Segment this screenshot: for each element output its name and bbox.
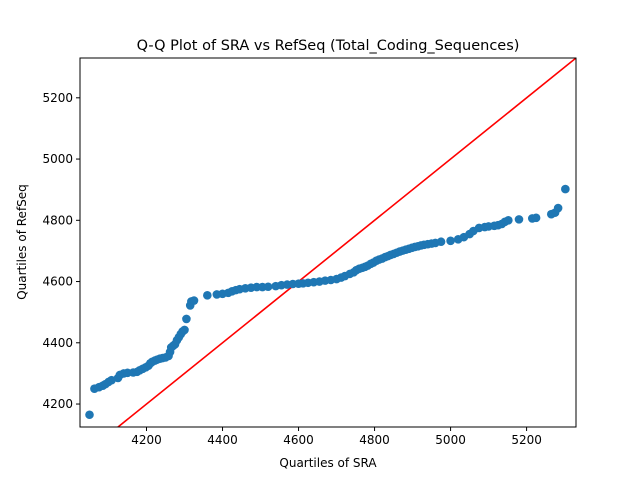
x-tick-label: 4800 bbox=[359, 433, 390, 447]
data-point bbox=[263, 282, 273, 292]
y-tick-label: 4600 bbox=[42, 275, 73, 289]
y-tick-label: 4200 bbox=[42, 397, 73, 411]
plot-frame bbox=[79, 57, 577, 428]
data-point bbox=[553, 203, 563, 213]
data-point bbox=[85, 410, 94, 420]
data-point bbox=[531, 213, 541, 223]
y-axis-label: Quartiles of RefSeq bbox=[15, 184, 29, 300]
data-point bbox=[107, 375, 116, 385]
data-point bbox=[504, 215, 513, 225]
y-tick-label: 5200 bbox=[42, 91, 73, 105]
x-tick-label: 5000 bbox=[435, 433, 466, 447]
data-point bbox=[203, 291, 212, 300]
x-tick-label: 5200 bbox=[511, 433, 542, 447]
data-point bbox=[446, 236, 455, 246]
reference-line bbox=[116, 58, 576, 427]
data-point bbox=[561, 184, 570, 194]
y-tick-label: 4400 bbox=[42, 336, 73, 350]
x-axis-label: Quartiles of SRA bbox=[279, 456, 377, 470]
y-tick-label: 5000 bbox=[42, 152, 73, 166]
data-point bbox=[436, 237, 446, 247]
x-tick-label: 4400 bbox=[207, 433, 238, 447]
data-point bbox=[189, 296, 199, 305]
y-tick-label: 4800 bbox=[42, 213, 73, 227]
data-point bbox=[182, 314, 191, 324]
y-axis-ticks: 4200 4400 4600 4800 5000 5200 bbox=[42, 91, 80, 411]
data-point bbox=[180, 325, 189, 335]
x-axis-ticks: 4200 4400 4600 4800 5000 5200 bbox=[131, 427, 542, 447]
x-tick-label: 4200 bbox=[131, 433, 162, 447]
x-tick-label: 4600 bbox=[283, 433, 314, 447]
chart-title: Q-Q Plot of SRA vs RefSeq (Total_Coding_… bbox=[137, 38, 520, 54]
plot-area bbox=[79, 57, 577, 428]
data-point bbox=[514, 215, 524, 224]
